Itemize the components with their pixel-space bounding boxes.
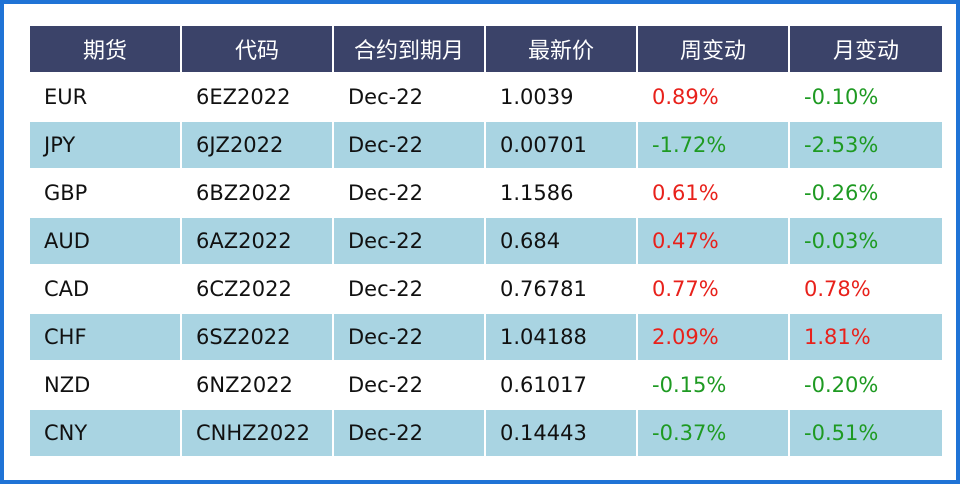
cell-monthly-change: -0.26% <box>790 170 942 218</box>
cell-futures: CNY <box>30 410 180 458</box>
cell-monthly-change: -0.03% <box>790 218 942 266</box>
header-monthly-change: 月变动 <box>790 26 942 74</box>
cell-expiry: Dec-22 <box>334 74 484 122</box>
cell-code: 6BZ2022 <box>182 170 332 218</box>
cell-price: 0.14443 <box>486 410 636 458</box>
header-latest-price: 最新价 <box>486 26 636 74</box>
table-header: 期货 代码 合约到期月 最新价 周变动 月变动 <box>30 26 942 74</box>
cell-futures: EUR <box>30 74 180 122</box>
cell-expiry: Dec-22 <box>334 314 484 362</box>
cell-code: 6SZ2022 <box>182 314 332 362</box>
table-row: NZD 6NZ2022 Dec-22 0.61017 -0.15% -0.20% <box>30 362 942 410</box>
cell-code: CNHZ2022 <box>182 410 332 458</box>
cell-futures: GBP <box>30 170 180 218</box>
header-row: 期货 代码 合约到期月 最新价 周变动 月变动 <box>30 26 942 74</box>
cell-monthly-change: 0.78% <box>790 266 942 314</box>
cell-price: 0.61017 <box>486 362 636 410</box>
cell-weekly-change: -1.72% <box>638 122 788 170</box>
cell-expiry: Dec-22 <box>334 410 484 458</box>
cell-monthly-change: -0.10% <box>790 74 942 122</box>
cell-futures: JPY <box>30 122 180 170</box>
cell-futures: CAD <box>30 266 180 314</box>
cell-code: 6NZ2022 <box>182 362 332 410</box>
cell-weekly-change: -0.37% <box>638 410 788 458</box>
futures-table: 期货 代码 合约到期月 最新价 周变动 月变动 EUR 6EZ2022 Dec-22… <box>28 26 944 458</box>
cell-expiry: Dec-22 <box>334 362 484 410</box>
table-body: EUR 6EZ2022 Dec-22 1.0039 0.89% -0.10% JPY 6JZ2… <box>30 74 942 458</box>
header-expiry-month: 合约到期月 <box>334 26 484 74</box>
cell-code: 6CZ2022 <box>182 266 332 314</box>
cell-price: 0.00701 <box>486 122 636 170</box>
cell-monthly-change: -0.51% <box>790 410 942 458</box>
cell-futures: AUD <box>30 218 180 266</box>
header-code: 代码 <box>182 26 332 74</box>
cell-monthly-change: -2.53% <box>790 122 942 170</box>
table-row: GBP 6BZ2022 Dec-22 1.1586 0.61% -0.26% <box>30 170 942 218</box>
cell-expiry: Dec-22 <box>334 266 484 314</box>
cell-expiry: Dec-22 <box>334 122 484 170</box>
cell-monthly-change: -0.20% <box>790 362 942 410</box>
header-weekly-change: 周变动 <box>638 26 788 74</box>
cell-expiry: Dec-22 <box>334 170 484 218</box>
cell-weekly-change: 0.77% <box>638 266 788 314</box>
header-futures: 期货 <box>30 26 180 74</box>
cell-price: 1.04188 <box>486 314 636 362</box>
cell-price: 0.76781 <box>486 266 636 314</box>
cell-weekly-change: 0.47% <box>638 218 788 266</box>
cell-expiry: Dec-22 <box>334 218 484 266</box>
table-row: EUR 6EZ2022 Dec-22 1.0039 0.89% -0.10% <box>30 74 942 122</box>
cell-code: 6AZ2022 <box>182 218 332 266</box>
cell-weekly-change: -0.15% <box>638 362 788 410</box>
table-row: JPY 6JZ2022 Dec-22 0.00701 -1.72% -2.53% <box>30 122 942 170</box>
cell-weekly-change: 0.89% <box>638 74 788 122</box>
table-row: CHF 6SZ2022 Dec-22 1.04188 2.09% 1.81% <box>30 314 942 362</box>
cell-futures: CHF <box>30 314 180 362</box>
cell-monthly-change: 1.81% <box>790 314 942 362</box>
cell-price: 0.684 <box>486 218 636 266</box>
table-row: CNY CNHZ2022 Dec-22 0.14443 -0.37% -0.51% <box>30 410 942 458</box>
cell-futures: NZD <box>30 362 180 410</box>
table-row: CAD 6CZ2022 Dec-22 0.76781 0.77% 0.78% <box>30 266 942 314</box>
cell-weekly-change: 2.09% <box>638 314 788 362</box>
cell-weekly-change: 0.61% <box>638 170 788 218</box>
table-row: AUD 6AZ2022 Dec-22 0.684 0.47% -0.03% <box>30 218 942 266</box>
cell-price: 1.1586 <box>486 170 636 218</box>
cell-code: 6EZ2022 <box>182 74 332 122</box>
cell-code: 6JZ2022 <box>182 122 332 170</box>
cell-price: 1.0039 <box>486 74 636 122</box>
